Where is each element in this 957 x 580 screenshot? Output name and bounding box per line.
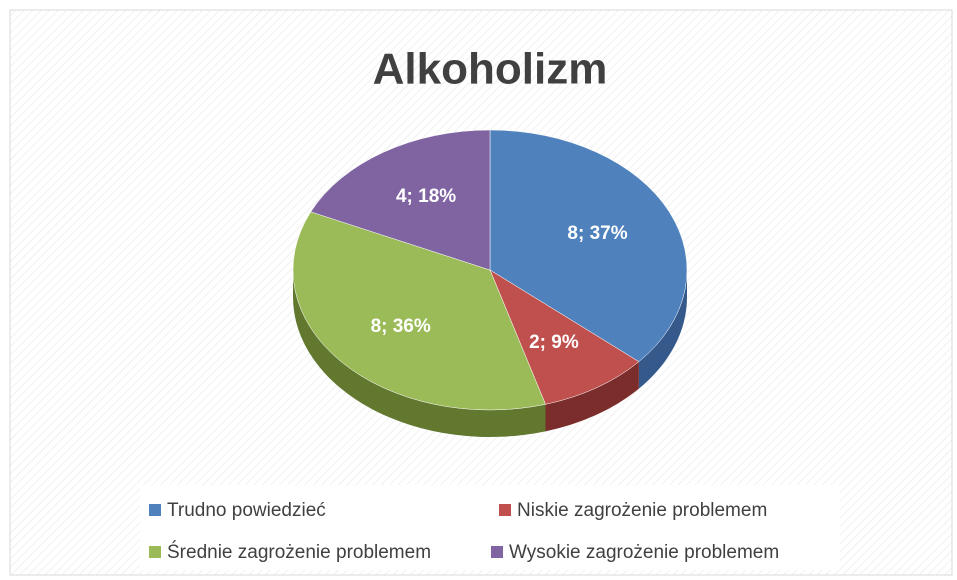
legend-label: Trudno powiedzieć bbox=[167, 500, 326, 521]
data-label: 8; 37% bbox=[567, 223, 627, 244]
slice-side bbox=[293, 270, 546, 437]
slice bbox=[310, 129, 491, 271]
legend-label: Wysokie zagrożenie problemem bbox=[509, 542, 779, 563]
slice bbox=[489, 129, 688, 362]
legend-box bbox=[140, 485, 840, 570]
legend-swatch bbox=[149, 504, 161, 516]
data-label: 4; 18% bbox=[396, 186, 456, 207]
slice bbox=[292, 211, 546, 411]
data-label: 2; 9% bbox=[529, 332, 579, 353]
legend-label: Niskie zagrożenie problemem bbox=[517, 500, 767, 521]
legend-swatch bbox=[499, 504, 511, 516]
legend-swatch bbox=[149, 546, 161, 558]
chart-title: Alkoholizm bbox=[373, 45, 608, 94]
data-label: 8; 36% bbox=[371, 316, 431, 337]
slice-side bbox=[638, 270, 687, 389]
slice bbox=[489, 269, 640, 405]
slice-side bbox=[545, 361, 639, 432]
legend-swatch bbox=[491, 546, 503, 558]
legend-label: Średnie zagrożenie problemem bbox=[167, 541, 431, 563]
